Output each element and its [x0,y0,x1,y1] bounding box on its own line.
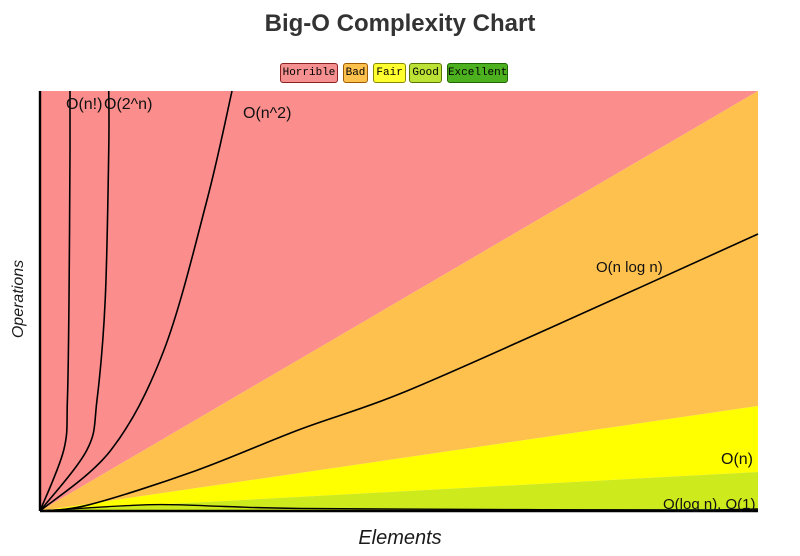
svg-text:O(n!): O(n!) [66,96,102,113]
svg-text:O(n^2): O(n^2) [243,105,291,122]
svg-text:O(log n), O(1): O(log n), O(1) [663,496,756,513]
svg-text:O(n log n): O(n log n) [596,259,663,276]
svg-text:O(n): O(n) [721,451,753,468]
svg-text:O(2^n): O(2^n) [104,96,152,113]
